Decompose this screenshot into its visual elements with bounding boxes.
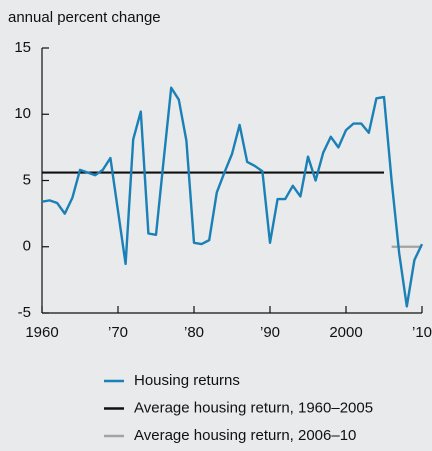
y-tick-label: 0: [23, 238, 31, 255]
legend-label: Average housing return, 1960–2005: [134, 399, 373, 416]
series-line: [41, 86, 424, 308]
y-tick-label: 10: [14, 105, 31, 122]
x-tick-label: ’10: [412, 324, 432, 341]
y-axis-label: annual percent change: [8, 9, 161, 26]
x-tick-label: ’90: [260, 324, 280, 341]
legend-label: Housing returns: [134, 372, 240, 389]
y-tick-label: -5: [18, 304, 31, 321]
x-tick-label: ’80: [184, 324, 204, 341]
y-tick-label: 5: [23, 171, 31, 188]
x-tick-label: 2000: [329, 324, 362, 341]
x-tick-label: ’70: [108, 324, 128, 341]
x-tick-label: 1960: [25, 324, 58, 341]
legend-label: Average housing return, 2006–10: [134, 427, 356, 444]
y-tick-label: 15: [14, 39, 31, 56]
